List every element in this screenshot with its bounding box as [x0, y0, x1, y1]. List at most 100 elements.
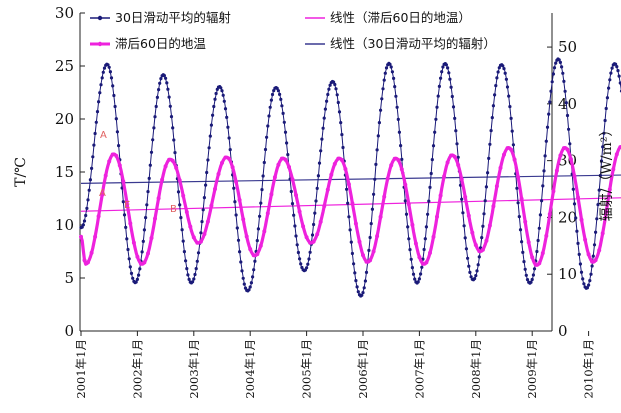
- radiation-point: [281, 111, 285, 115]
- radiation-point: [596, 203, 600, 207]
- legend: 30日滑动平均的辐射 线性（滞后60日的地温） 滞后60日的地温 线性（30日滑动平均…: [90, 10, 496, 51]
- radiation-point: [333, 82, 337, 87]
- radiation-point: [353, 271, 357, 275]
- legend-label: 线性（滞后60日的地温）: [330, 10, 471, 25]
- soil-temp-point: [533, 262, 538, 267]
- radiation-point: [507, 94, 511, 98]
- radiation-point: [515, 186, 519, 190]
- soil-temp-point: [382, 194, 387, 199]
- soil-temp-point: [135, 254, 140, 259]
- soil-temp-point: [128, 221, 133, 226]
- radiation-point: [505, 85, 510, 89]
- radiation-point: [82, 219, 87, 223]
- radiation-point: [112, 93, 116, 98]
- radiation-point: [461, 211, 465, 215]
- radiation-point: [195, 259, 199, 263]
- radiation-point: [131, 276, 135, 280]
- radiation-point: [226, 125, 230, 129]
- right-tick-label: 20: [558, 208, 577, 226]
- y-right-label: 辐射/（W/m²）: [599, 123, 615, 222]
- soil-temp-point: [593, 258, 598, 263]
- soil-temp-point: [558, 153, 563, 158]
- soil-temp-point: [311, 239, 316, 244]
- soil-temp-point: [410, 222, 415, 227]
- soil-temp-point: [431, 234, 436, 239]
- radiation-point: [364, 270, 369, 274]
- radiation-point: [200, 220, 204, 224]
- radiation-point: [396, 117, 400, 121]
- radiation-point: [373, 177, 377, 181]
- radiation-point: [340, 133, 344, 137]
- radiation-point: [251, 275, 255, 279]
- soil-temp-point: [519, 196, 524, 201]
- radiation-point: [335, 93, 339, 97]
- radiation-point: [134, 280, 138, 284]
- soil-temp-point: [452, 154, 457, 159]
- radiation-point: [562, 79, 566, 83]
- radiation-point: [196, 251, 201, 255]
- soil-temp-point: [494, 184, 499, 189]
- soil-temp-point: [420, 261, 425, 266]
- x-tick-label: 2008年1月: [469, 339, 483, 399]
- radiation-point: [241, 276, 245, 280]
- radiation-point: [184, 259, 188, 263]
- radiation-point: [187, 277, 191, 281]
- radiation-point: [176, 190, 181, 194]
- radiation-point: [448, 77, 452, 81]
- axis-labels: T/℃ 辐射/（W/m²）: [13, 123, 615, 222]
- soil-temp-point: [385, 176, 390, 181]
- radiation-point: [282, 120, 286, 124]
- radiation-point: [511, 143, 515, 147]
- radiation-point: [389, 65, 393, 69]
- soil-temp-point: [477, 249, 482, 254]
- soil-temp-point: [227, 156, 232, 161]
- radiation-point: [97, 100, 101, 104]
- soil-temp-point: [276, 162, 281, 167]
- radiation-point: [204, 183, 208, 187]
- radiation-point: [560, 65, 564, 69]
- radiation-point: [214, 91, 218, 96]
- soil-temp-point: [156, 196, 161, 201]
- annotation-label: E: [124, 200, 130, 211]
- radiation-point: [413, 277, 417, 281]
- radiation-point: [495, 76, 499, 80]
- radiation-point: [307, 257, 311, 261]
- radiation-point: [489, 129, 493, 133]
- radiation-point: [141, 239, 145, 243]
- radiation-point: [609, 71, 613, 75]
- radiation-point: [263, 147, 268, 152]
- radiation-point: [521, 250, 525, 254]
- radiation-point: [138, 267, 142, 271]
- radiation-point: [181, 239, 185, 243]
- radiation-point: [339, 121, 343, 125]
- radiation-point: [433, 130, 437, 134]
- radiation-point: [266, 124, 270, 128]
- radiation-point: [488, 142, 492, 146]
- radiation-point: [397, 130, 401, 134]
- soil-temp-point: [209, 203, 214, 208]
- radiation-point: [352, 262, 356, 266]
- radiation-point: [92, 143, 96, 147]
- radiation-point: [121, 200, 125, 204]
- soil-temp-point: [378, 214, 383, 219]
- radiation-point: [193, 272, 197, 277]
- radiation-point: [446, 66, 450, 70]
- radiation-point: [484, 185, 488, 189]
- radiation-point: [165, 81, 169, 85]
- x-tick-label: 2005年1月: [300, 339, 314, 399]
- radiation-point: [310, 233, 315, 237]
- radiation-point: [270, 92, 275, 97]
- radiation-point: [313, 211, 317, 215]
- soil-temp-point: [442, 174, 447, 179]
- soil-temp-point: [371, 249, 376, 254]
- radiation-point: [536, 238, 540, 243]
- radiation-point: [155, 95, 159, 99]
- soil-temp-point: [583, 237, 588, 242]
- radiation-point: [501, 64, 505, 68]
- radiation-point: [191, 280, 195, 284]
- radiation-point: [614, 62, 618, 66]
- radiation-point: [169, 115, 174, 119]
- radiation-point: [428, 185, 432, 189]
- radiation-point: [550, 80, 554, 84]
- soil-temp-point: [100, 192, 105, 197]
